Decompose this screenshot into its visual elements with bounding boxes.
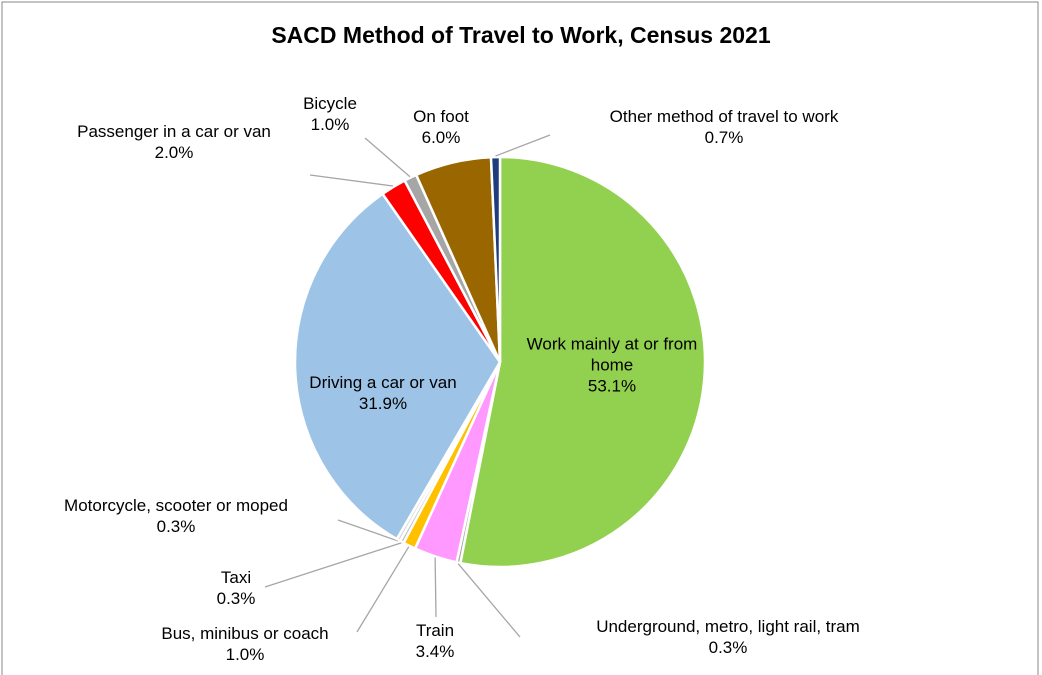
leader-line [457, 563, 521, 638]
leader-line [309, 174, 394, 187]
slice-value: 53.1% [587, 376, 637, 396]
slice-name: Driving a car or van [309, 373, 457, 392]
slice-label: Train 3.4% [375, 620, 495, 662]
slice-value: 0.3% [156, 517, 196, 536]
leader-line [434, 557, 437, 618]
slice-value: 0.3% [708, 638, 748, 657]
slice-name: Motorcycle, scooter or moped [64, 496, 288, 515]
pie-slice [489, 155, 502, 363]
pie-slice [293, 192, 502, 541]
slice-label: Bus, minibus or coach 1.0% [115, 623, 375, 665]
leader-line [364, 137, 411, 178]
slice-name: Taxi [220, 568, 252, 587]
slice-name: Other method of travel to work [609, 107, 839, 126]
slice-label: Motorcycle, scooter or moped 0.3% [6, 495, 346, 537]
leader-line [356, 546, 410, 633]
slice-name: On foot [413, 107, 469, 126]
slice-label: On foot 6.0% [391, 106, 491, 148]
leader-line [495, 134, 551, 157]
slice-value: 2.0% [154, 143, 194, 162]
slice-value: 1.0% [310, 115, 350, 134]
slice-label: Other method of travel to work 0.7% [554, 106, 894, 148]
chart-title: SACD Method of Travel to Work, Census 20… [271, 22, 771, 48]
slice-label: Passenger in a car or van 2.0% [24, 121, 324, 163]
slice-label: Driving a car or van 31.9% [303, 372, 463, 414]
pie-slice [458, 155, 707, 569]
slice-value: 31.9% [358, 394, 408, 413]
slice-name: Underground, metro, light rail, tram [596, 617, 860, 636]
slice-value: 6.0% [421, 128, 461, 147]
leader-line [337, 519, 399, 542]
slice-label: Taxi 0.3% [186, 567, 286, 609]
slice-value: 0.7% [704, 128, 744, 147]
slice-value: 3.4% [415, 642, 455, 661]
slice-name: Bicycle [303, 94, 357, 113]
slice-label: Bicycle 1.0% [280, 93, 380, 135]
slice-value: 0.3% [216, 589, 256, 608]
slice-label: Underground, metro, light rail, tram 0.3% [528, 616, 928, 658]
slice-value: 1.0% [225, 645, 265, 664]
slice-name: Train [415, 621, 455, 640]
slice-name: Work mainly at or from home [526, 334, 698, 375]
slice-name: Bus, minibus or coach [161, 624, 329, 643]
leader-line [264, 542, 402, 588]
slice-name: Passenger in a car or van [77, 122, 271, 141]
slice-label: Work mainly at or from home 53.1% [512, 334, 712, 397]
